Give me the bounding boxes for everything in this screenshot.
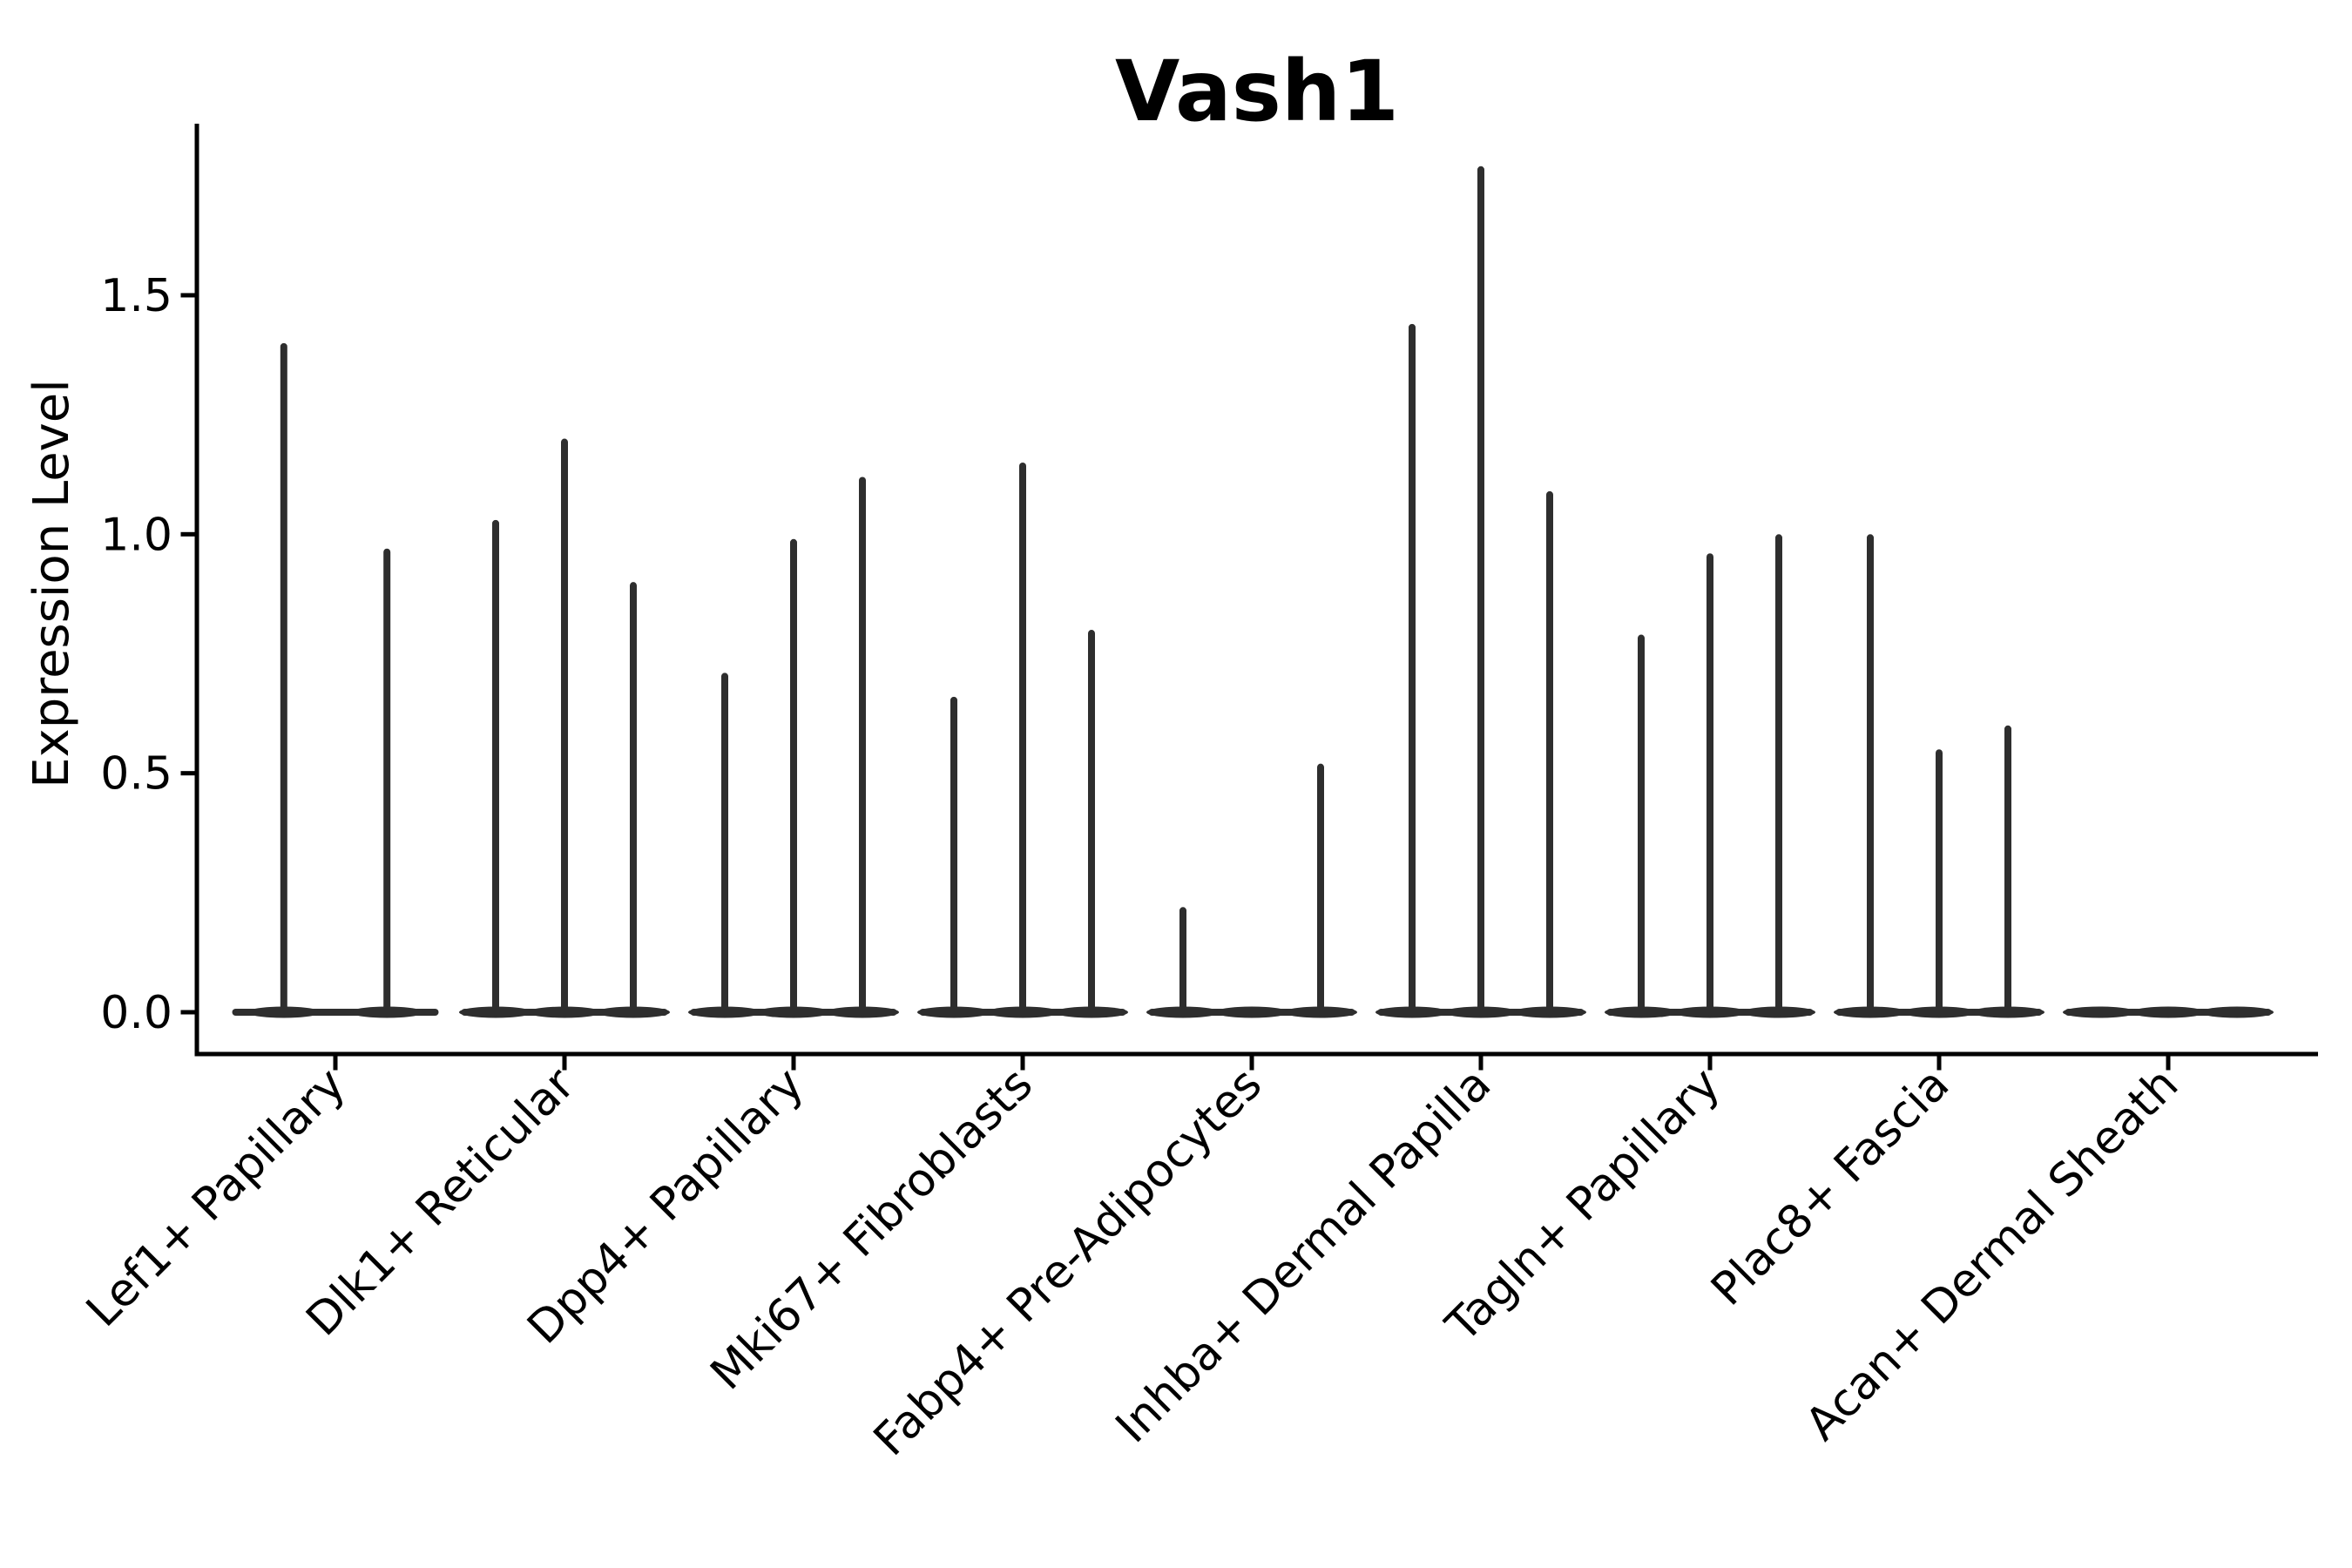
x-category-label: Inhba+ Dermal Papilla xyxy=(1106,1058,1501,1453)
y-tick-label: 1.5 xyxy=(100,270,172,322)
violin-group xyxy=(1834,534,2044,1018)
violin-group xyxy=(688,476,899,1018)
violin-base-bulge xyxy=(1215,1006,1288,1018)
violin-base-bulge xyxy=(2063,1006,2136,1018)
violin-group xyxy=(232,342,439,1018)
y-axis-label: Expression Level xyxy=(24,379,80,788)
violin-layer xyxy=(232,166,2274,1018)
y-tick-label: 0.0 xyxy=(100,987,172,1039)
violin-group xyxy=(2063,1006,2274,1018)
violin-group xyxy=(917,462,1128,1018)
violin-group xyxy=(1605,534,1815,1018)
x-category-label: Acan+ Dermal Sheath xyxy=(1796,1058,2189,1451)
x-category-label: Plac8+ Fascia xyxy=(1701,1058,1959,1316)
x-category-label: Fabp4+ Pre-Adipocytes xyxy=(864,1058,1272,1466)
violin-group xyxy=(459,438,670,1018)
y-tick-label: 1.0 xyxy=(100,509,172,561)
chart-title: Vash1 xyxy=(1115,43,1399,140)
violin-group xyxy=(1375,166,1586,1018)
violin-base-bulge xyxy=(2132,1006,2205,1018)
violin-group xyxy=(1146,763,1357,1018)
y-tick-label: 0.5 xyxy=(100,748,172,801)
violin-base-bulge xyxy=(2200,1006,2274,1018)
